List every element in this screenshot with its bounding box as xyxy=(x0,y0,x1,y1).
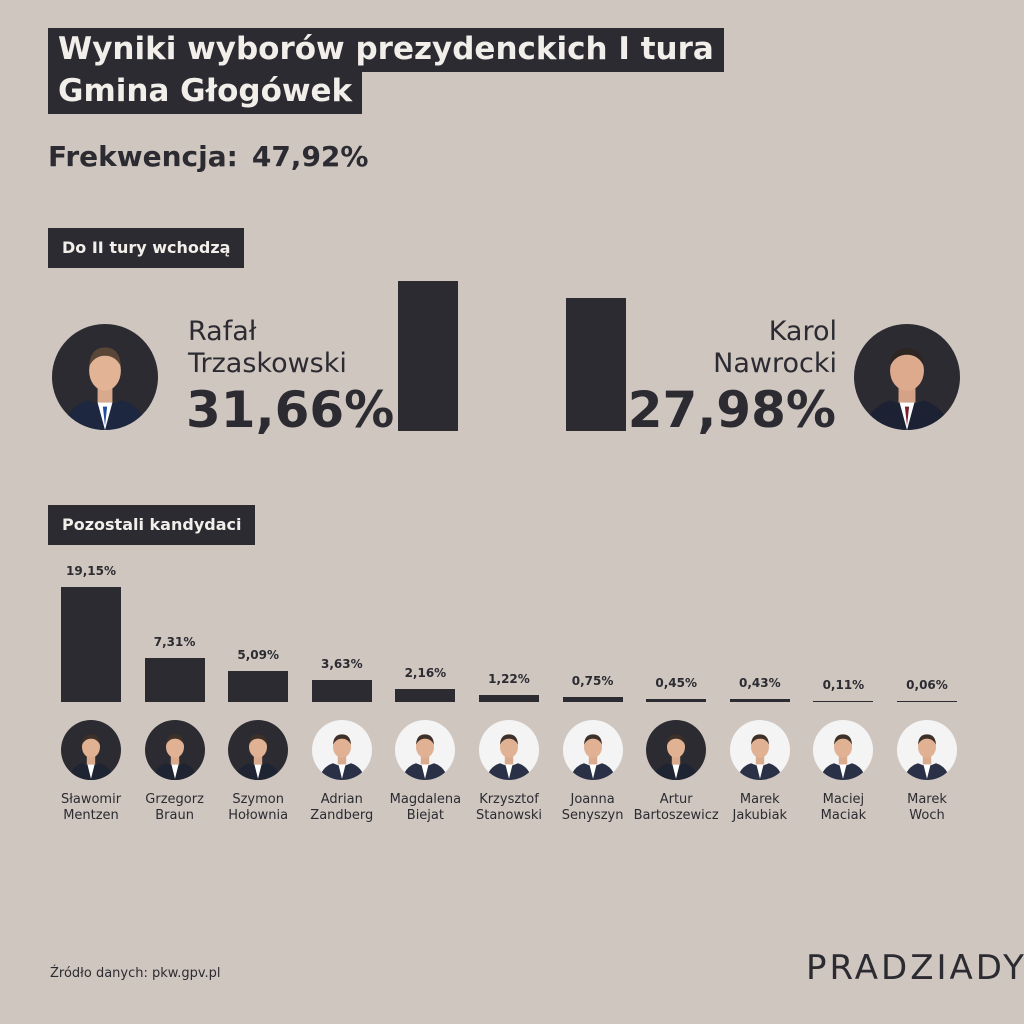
candidate-photo xyxy=(61,720,121,780)
candidate-name-line: Szymon xyxy=(232,792,284,807)
candidate-name-line: Biejat xyxy=(406,808,444,823)
candidate-name: Adrian Zandberg xyxy=(292,792,392,824)
candidate-name-line: Magdalena xyxy=(389,792,462,807)
candidate-value-label: 0,75% xyxy=(571,674,614,689)
candidate-value-label: 19,15% xyxy=(66,564,116,578)
candidate-name-line: Mentzen xyxy=(63,808,119,823)
turnout-label: Frekwencja: xyxy=(48,140,238,173)
candidate-bar xyxy=(311,680,372,702)
finalist-1-percentage: 31,66% xyxy=(186,381,395,439)
candidate-name-line: Joanna xyxy=(570,792,615,807)
candidate-name-line: Artur xyxy=(659,792,693,807)
candidate-bar xyxy=(646,699,707,702)
candidate-name-line: Bartoszewicz xyxy=(633,808,719,823)
candidate-photo xyxy=(897,720,957,780)
candidate-bar xyxy=(144,658,205,702)
candidate-photo xyxy=(646,720,707,780)
candidate-value-label: 5,09% xyxy=(237,648,279,663)
page-title-line-2: Gmina Głogówek xyxy=(48,70,363,114)
turnout: Frekwencja: 47,92% xyxy=(48,140,368,173)
candidate-bar xyxy=(729,699,790,702)
candidate-bar xyxy=(395,689,456,702)
candidate-value-label: 0,43% xyxy=(738,676,781,691)
candidate-name-line: Marek xyxy=(739,792,780,807)
finalist-2-bar xyxy=(566,298,626,431)
candidate-bar xyxy=(479,694,539,702)
candidate-photo-trzaskowski xyxy=(52,324,158,430)
others-section-label: Pozostali kandydaci xyxy=(48,505,256,545)
candidate-value-label: 2,16% xyxy=(404,666,447,681)
finalist-1-last-name: Trzaskowski xyxy=(188,348,347,379)
candidate-name-line: Zandberg xyxy=(310,808,374,823)
candidate-value-label: 0,45% xyxy=(655,676,697,691)
finalist-2-last-name: Nawrocki xyxy=(713,348,837,379)
finalist-1-first-name: Rafał xyxy=(188,316,257,347)
candidate-name-line: Maciej xyxy=(822,792,865,807)
candidate-photo xyxy=(479,720,539,780)
candidate-name: Maciej Maciak xyxy=(793,792,893,824)
candidate-bar xyxy=(813,700,874,702)
finalist-2-first-name: Karol xyxy=(768,316,837,347)
candidate-name: Artur Bartoszewicz xyxy=(626,792,726,824)
candidate-name-line: Marek xyxy=(907,792,947,807)
candidate-name-line: Maciak xyxy=(820,808,867,823)
candidate-value-label: 3,63% xyxy=(320,657,363,672)
finalist-1-bar xyxy=(398,281,458,431)
candidate-photo xyxy=(144,720,205,780)
brand-logo: PRADZIADY xyxy=(806,948,1024,988)
candidate-name: Marek Woch xyxy=(877,792,977,824)
candidate-value-label: 0,06% xyxy=(906,677,948,692)
candidate-name-line: Braun xyxy=(155,808,194,823)
candidate-name-line: Adrian xyxy=(320,792,363,807)
candidate-name-line: Jakubiak xyxy=(732,808,788,823)
candidate-photo xyxy=(228,720,289,780)
person-icon xyxy=(62,347,148,430)
candidate-name: Szymon Hołownia xyxy=(208,792,308,824)
candidate-name-line: Sławomir xyxy=(60,792,122,807)
candidate-bar xyxy=(897,700,957,702)
candidate-name: Joanna Senyszyn xyxy=(543,792,643,824)
candidate-value-label: 7,31% xyxy=(153,635,196,650)
candidate-photo xyxy=(395,720,456,780)
candidate-value-label: 0,11% xyxy=(822,677,865,692)
candidate-name: Grzegorz Braun xyxy=(125,792,225,824)
candidate-photo xyxy=(562,720,623,780)
person-icon xyxy=(864,348,950,430)
candidate-name: Sławomir Mentzen xyxy=(41,792,141,824)
candidate-bar xyxy=(562,697,623,702)
candidate-name-line: Krzysztof xyxy=(479,792,539,807)
candidate-value-label: 1,22% xyxy=(488,671,530,686)
finalists-section-label: Do II tury wchodzą xyxy=(48,228,245,268)
candidate-photo xyxy=(813,720,874,780)
candidate-name-line: Woch xyxy=(909,808,945,823)
candidate-name: Marek Jakubiak xyxy=(710,792,810,824)
candidate-name-line: Stanowski xyxy=(475,808,543,823)
candidate-name: Krzysztof Stanowski xyxy=(459,792,559,824)
candidate-name: Magdalena Biejat xyxy=(375,792,475,824)
finalist-2-percentage: 27,98% xyxy=(627,381,836,439)
data-source: Źródło danych: pkw.gpv.pl xyxy=(50,966,221,981)
candidate-photo xyxy=(729,720,790,780)
page-title-line-1: Wyniki wyborów prezydenckich I tura xyxy=(48,28,724,72)
candidate-bar xyxy=(61,587,121,702)
turnout-value: 47,92% xyxy=(251,140,369,173)
candidate-name-line: Hołownia xyxy=(228,808,289,823)
candidate-bar xyxy=(228,671,289,702)
candidate-photo-nawrocki xyxy=(854,324,960,430)
candidate-name-line: Senyszyn xyxy=(561,808,624,823)
candidate-name-line: Grzegorz xyxy=(145,792,204,807)
candidate-photo xyxy=(311,720,372,780)
